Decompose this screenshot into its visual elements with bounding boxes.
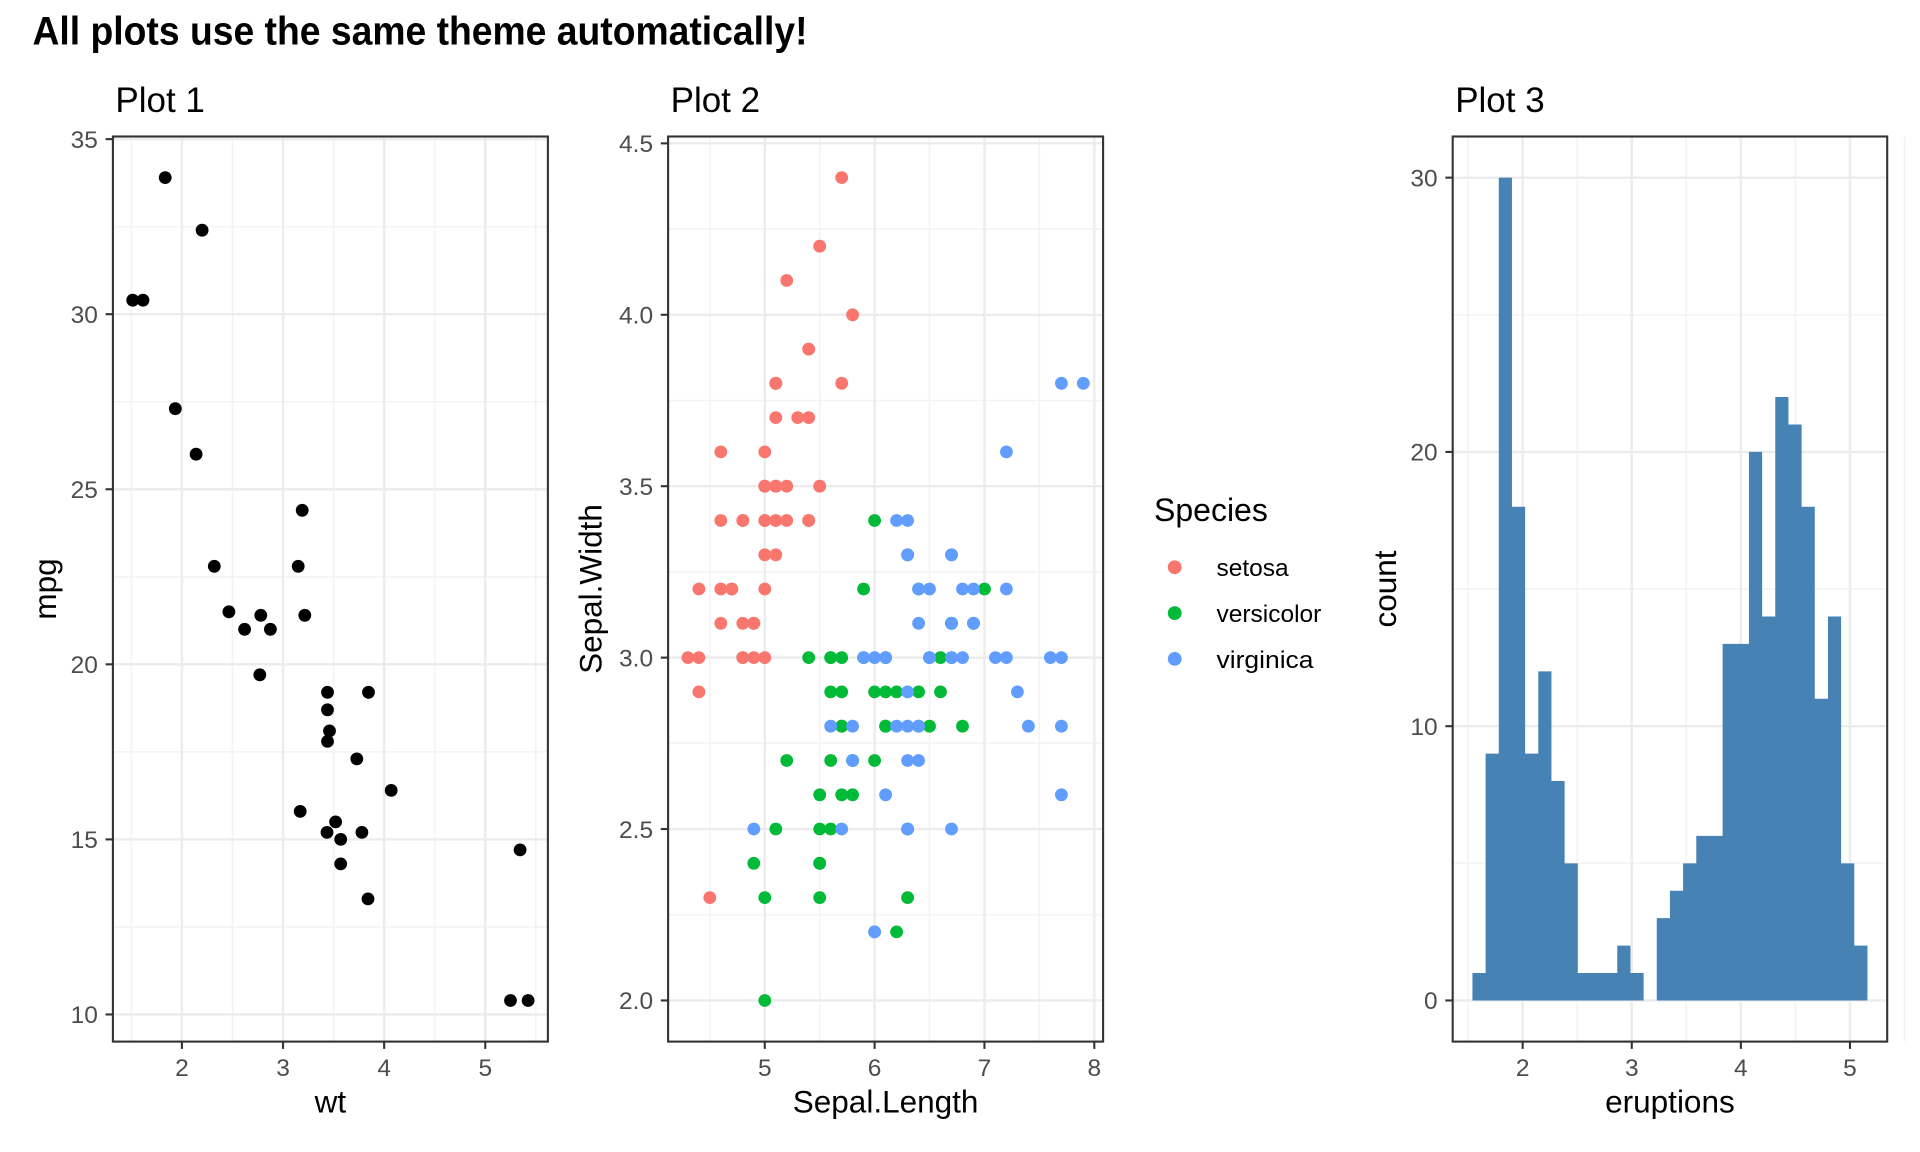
svg-text:eruptions: eruptions [1605, 1083, 1735, 1119]
svg-text:0: 0 [1424, 988, 1438, 1015]
svg-text:5: 5 [478, 1055, 492, 1082]
svg-text:2.5: 2.5 [619, 817, 653, 844]
svg-text:3.0: 3.0 [619, 645, 653, 672]
svg-text:Sepal.Width: Sepal.Width [573, 504, 609, 674]
svg-text:Species: Species [1154, 492, 1268, 528]
svg-text:2: 2 [1516, 1055, 1530, 1082]
svg-text:Sepal.Length: Sepal.Length [793, 1083, 979, 1119]
svg-text:15: 15 [71, 827, 98, 854]
svg-text:wt: wt [314, 1083, 347, 1119]
svg-text:7: 7 [978, 1055, 992, 1082]
svg-text:10: 10 [71, 1002, 98, 1029]
svg-text:3: 3 [1625, 1055, 1639, 1082]
svg-text:25: 25 [71, 477, 98, 504]
svg-text:virginica: virginica [1217, 647, 1314, 674]
svg-text:3: 3 [276, 1055, 290, 1082]
svg-text:8: 8 [1087, 1055, 1101, 1082]
svg-text:20: 20 [1410, 440, 1437, 467]
svg-text:5: 5 [1843, 1055, 1857, 1082]
svg-text:5: 5 [758, 1055, 772, 1082]
svg-text:2: 2 [175, 1055, 189, 1082]
svg-text:count: count [1367, 550, 1403, 627]
svg-text:Plot 1: Plot 1 [115, 81, 204, 120]
svg-text:6: 6 [868, 1055, 882, 1082]
svg-text:setosa: setosa [1217, 555, 1290, 582]
svg-text:versicolor: versicolor [1217, 601, 1322, 628]
svg-text:2.0: 2.0 [619, 988, 653, 1015]
svg-text:4: 4 [377, 1055, 391, 1082]
svg-text:Plot 3: Plot 3 [1455, 81, 1545, 120]
svg-text:mpg: mpg [27, 558, 63, 619]
svg-text:All plots use the same theme a: All plots use the same theme automatical… [33, 10, 808, 54]
svg-text:30: 30 [1410, 165, 1437, 192]
svg-text:30: 30 [71, 302, 98, 329]
svg-text:20: 20 [71, 652, 98, 679]
svg-text:4.0: 4.0 [619, 303, 653, 330]
svg-text:Plot 2: Plot 2 [671, 81, 761, 120]
svg-text:4.5: 4.5 [619, 131, 653, 158]
svg-text:3.5: 3.5 [619, 474, 653, 501]
svg-text:4: 4 [1734, 1055, 1748, 1082]
svg-text:35: 35 [71, 127, 98, 154]
svg-text:10: 10 [1410, 714, 1437, 741]
